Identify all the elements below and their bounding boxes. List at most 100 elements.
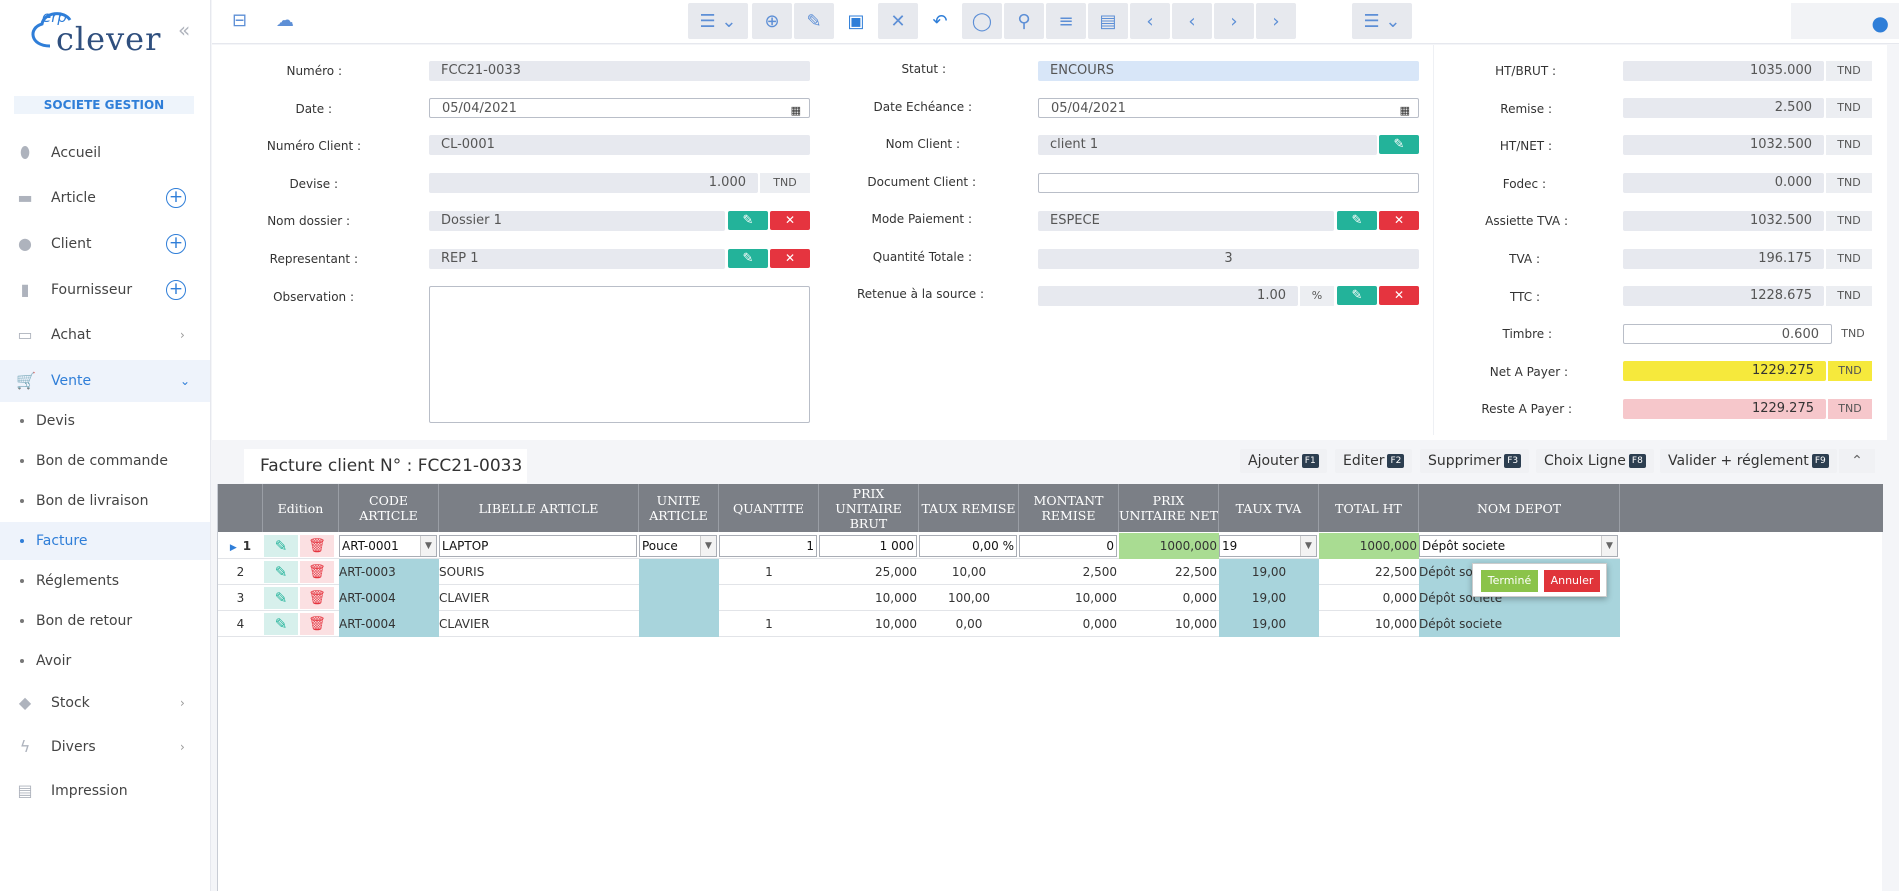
sidebar-item-article[interactable]: ▬ Article + — [0, 179, 210, 217]
table-row[interactable]: ▶ 1 ✎ 🗑 ART-0001 ▼ LAPTOP Pouce ▼ 1 1 000 0… — [218, 533, 1620, 559]
edit-row-button[interactable]: ✎ — [264, 561, 298, 583]
add-client-button[interactable]: + — [166, 234, 186, 254]
add-button[interactable]: ⊕ — [752, 3, 792, 39]
document-client-field[interactable] — [1038, 173, 1419, 193]
next-record-button[interactable]: › — [1214, 3, 1254, 39]
editer-button[interactable]: Editer F2 — [1335, 449, 1413, 473]
delete-row-button[interactable]: 🗑 — [300, 613, 334, 635]
annuler-button[interactable]: Annuler — [1544, 570, 1600, 592]
sidebar-item-stock[interactable]: ◆ Stock › — [0, 684, 210, 722]
clear-paiement-button[interactable]: ✕ — [1379, 211, 1419, 230]
sidebar-subitem-facture[interactable]: Facture — [0, 522, 210, 560]
first-record-button[interactable]: ‹ — [1130, 3, 1170, 39]
delete-row-button[interactable]: 🗑 — [300, 587, 334, 609]
options-menu-button[interactable]: ☰ ⌄ — [1352, 3, 1412, 39]
cancel-button[interactable]: ✕ — [878, 3, 918, 39]
save-button[interactable]: ▣ — [836, 3, 876, 39]
devise-field[interactable]: 1.000 — [429, 173, 758, 193]
valider-reglement-button[interactable]: Valider + réglement F9 — [1660, 449, 1837, 473]
sidebar-subitem-reglements[interactable]: Réglements — [0, 562, 210, 600]
edit-retenue-button[interactable]: ✎ — [1337, 286, 1377, 305]
ajouter-button[interactable]: Ajouter F1 — [1240, 449, 1327, 473]
pu-brut-input[interactable]: 1 000 — [819, 535, 917, 557]
sidebar-item-vente[interactable]: 🛒 Vente ⌄ — [0, 360, 210, 402]
edit-dossier-button[interactable]: ✎ — [728, 211, 768, 230]
calendar-icon[interactable]: ▦ — [1399, 104, 1410, 117]
observation-textarea[interactable] — [429, 286, 810, 423]
delete-row-button[interactable]: 🗑 — [300, 535, 334, 557]
invoice-tab-title[interactable]: Facture client N° : FCC21-0033 — [244, 449, 527, 483]
date-field[interactable]: 05/04/2021 ▦ — [429, 98, 810, 118]
refresh-button[interactable]: ◯ — [962, 3, 1002, 39]
unite-article-select[interactable]: Pouce ▼ — [639, 535, 717, 557]
sidebar-subitem-devis[interactable]: Devis — [0, 402, 210, 440]
collapse-grid-button[interactable]: ⌃ — [1839, 449, 1875, 473]
sidebar-subitem-avoir[interactable]: Avoir — [0, 642, 210, 680]
layout-menu-button[interactable]: ☰ ⌄ — [688, 3, 748, 39]
last-record-button[interactable]: › — [1256, 3, 1296, 39]
chevron-down-icon[interactable]: ▼ — [1601, 536, 1617, 556]
edit-paiement-button[interactable]: ✎ — [1337, 211, 1377, 230]
date-echeance-field[interactable]: 05/04/2021 ▦ — [1038, 98, 1419, 118]
header-taux-tva[interactable]: TAUX TVA — [1219, 484, 1319, 532]
calendar-icon[interactable]: ▦ — [790, 104, 801, 117]
sidebar-item-client[interactable]: ● Client + — [0, 225, 210, 263]
supprimer-button[interactable]: Supprimer F3 — [1420, 449, 1530, 473]
sidebar-subitem-bon-de-commande[interactable]: Bon de commande — [0, 442, 210, 480]
sidebar-subitem-bon-de-livraison[interactable]: Bon de livraison — [0, 482, 210, 520]
edit-client-button[interactable]: ✎ — [1379, 135, 1419, 154]
sidebar-item-fournisseur[interactable]: ▮ Fournisseur + — [0, 271, 210, 309]
edit-representant-button[interactable]: ✎ — [728, 249, 768, 268]
code-article-select[interactable]: ART-0001 ▼ — [339, 535, 437, 557]
clear-retenue-button[interactable]: ✕ — [1379, 286, 1419, 305]
taux-remise-input[interactable]: 0,00 % — [919, 535, 1017, 557]
add-fournisseur-button[interactable]: + — [166, 280, 186, 300]
delete-row-button[interactable]: 🗑 — [300, 561, 334, 583]
header-pu-brut[interactable]: PRIX UNITAIRE BRUT — [819, 484, 919, 532]
table-row[interactable]: 3 ✎ 🗑 ART-0004 CLAVIER 10,000 100,00 10,… — [218, 585, 1620, 611]
header-montant-remise[interactable]: MONTANT REMISE — [1019, 484, 1119, 532]
chevron-down-icon[interactable]: ▼ — [420, 536, 436, 556]
header-pu-net[interactable]: PRIX UNITAIRE NET — [1119, 484, 1219, 532]
sidebar-item-divers[interactable]: ϟ Divers › — [0, 728, 210, 766]
cloud-icon[interactable]: ☁ — [276, 10, 294, 31]
sidebar-subitem-bon-de-retour[interactable]: Bon de retour — [0, 602, 210, 640]
table-row[interactable]: 4 ✎ 🗑 ART-0004 CLAVIER 1 10,000 0,00 0,0… — [218, 611, 1620, 637]
clear-dossier-button[interactable]: ✕ — [770, 211, 810, 230]
termine-button[interactable]: Terminé — [1481, 570, 1538, 592]
search-button[interactable]: ⚲ — [1004, 3, 1044, 39]
edit-row-button[interactable]: ✎ — [264, 613, 298, 635]
header-libelle-article[interactable]: LIBELLE ARTICLE — [439, 484, 639, 532]
edit-row-button[interactable]: ✎ — [264, 535, 298, 557]
header-code-article[interactable]: CODE ARTICLE — [339, 484, 439, 532]
libelle-article-input[interactable]: LAPTOP — [439, 535, 637, 557]
add-article-button[interactable]: + — [166, 188, 186, 208]
sidebar-item-accueil[interactable]: ⬮ Accueil — [0, 134, 210, 172]
print-button[interactable]: ▤ — [1088, 3, 1128, 39]
chevron-down-icon[interactable]: ▼ — [700, 536, 716, 556]
header-quantite[interactable]: QUANTITE — [719, 484, 819, 532]
collapse-sidebar-icon[interactable]: « — [178, 18, 191, 42]
list-button[interactable]: ≡ — [1046, 3, 1086, 39]
retenue-field[interactable]: 1.00 — [1038, 286, 1298, 306]
sidebar-item-impression[interactable]: ▤ Impression — [0, 772, 210, 810]
header-taux-remise[interactable]: TAUX REMISE — [919, 484, 1019, 532]
montant-remise-input[interactable]: 0 — [1019, 535, 1117, 557]
taux-tva-select[interactable]: 19 ▼ — [1219, 535, 1317, 557]
quantite-input[interactable]: 1 — [719, 535, 817, 557]
chevron-down-icon[interactable]: ▼ — [1300, 536, 1316, 556]
header-nom-depot[interactable]: NOM DEPOT — [1419, 484, 1620, 532]
edit-row-button[interactable]: ✎ — [264, 587, 298, 609]
header-total-ht[interactable]: TOTAL HT — [1319, 484, 1419, 532]
sidebar-item-achat[interactable]: ▭ Achat › — [0, 316, 210, 354]
previous-record-button[interactable]: ‹ — [1172, 3, 1212, 39]
clear-representant-button[interactable]: ✕ — [770, 249, 810, 268]
undo-button[interactable]: ↶ — [920, 3, 960, 39]
toggle-icon[interactable]: ⊟ — [232, 10, 248, 31]
table-row[interactable]: 2 ✎ 🗑 ART-0003 SOURIS 1 25,000 10,00 2,5… — [218, 559, 1620, 585]
header-unite-article[interactable]: UNITE ARTICLE — [639, 484, 719, 532]
timbre-field[interactable]: 0.600 — [1623, 324, 1832, 344]
choix-ligne-button[interactable]: Choix Ligne F8 — [1536, 449, 1654, 473]
user-menu[interactable]: ● — [1791, 3, 1899, 39]
edit-button[interactable]: ✎ — [794, 3, 834, 39]
